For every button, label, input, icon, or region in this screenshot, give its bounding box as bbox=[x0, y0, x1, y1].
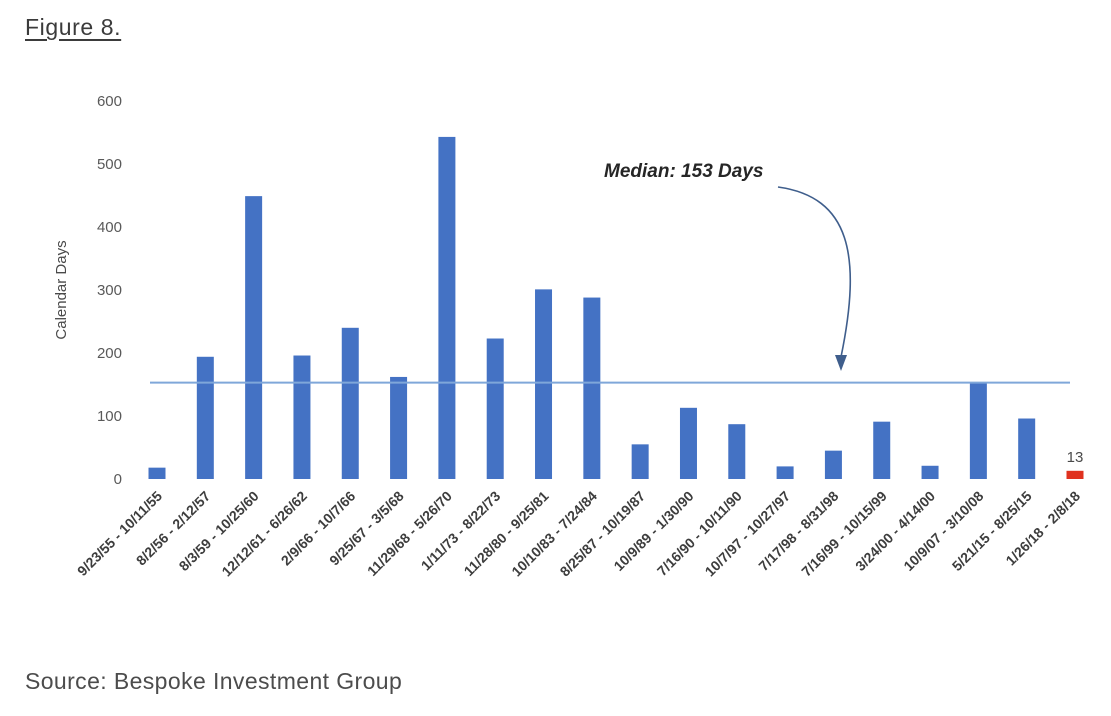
bar-data-label: 13 bbox=[1067, 449, 1084, 466]
y-axis-tick-label: 0 bbox=[114, 471, 122, 488]
x-axis-category-label: 12/12/61 - 6/26/62 bbox=[218, 488, 310, 580]
bar bbox=[535, 289, 553, 479]
x-axis-category-label: 10/10/83 - 7/24/84 bbox=[508, 488, 600, 580]
source-caption: Source: Bespoke Investment Group bbox=[25, 668, 403, 694]
bar-chart-canvas: 0 100 200 300 400 500 600 Calendar Days 9/23/55 … bbox=[53, 93, 1084, 580]
y-axis-tick-label: 400 bbox=[97, 219, 122, 236]
bar bbox=[921, 465, 939, 479]
y-axis-tick-label: 600 bbox=[97, 93, 122, 110]
bar bbox=[1018, 418, 1036, 479]
bar bbox=[728, 424, 746, 479]
bar bbox=[196, 356, 214, 479]
y-axis-title: Calendar Days bbox=[53, 240, 70, 339]
median-annotation-label: Median: 153 Days bbox=[604, 161, 763, 182]
bar bbox=[245, 196, 263, 479]
bar bbox=[824, 450, 842, 479]
median-annotation-arrowhead bbox=[835, 355, 847, 371]
x-axis-category-label: 9/23/55 - 10/11/55 bbox=[74, 488, 165, 579]
bar bbox=[631, 444, 649, 479]
x-axis-category-label: 8/25/87 - 10/19/87 bbox=[557, 488, 649, 580]
bar bbox=[873, 421, 891, 479]
bar-chart: 0 100 200 300 400 500 600 Calendar Days 9/23/55 … bbox=[0, 55, 1111, 655]
bar bbox=[1066, 470, 1084, 479]
x-axis-category-label: 11/29/68 - 5/26/70 bbox=[364, 488, 455, 579]
y-axis-tick-label: 200 bbox=[97, 345, 122, 362]
bar bbox=[148, 467, 166, 479]
y-axis-tick-label: 500 bbox=[97, 156, 122, 173]
x-axis-category-label: 7/16/90 - 10/11/90 bbox=[654, 488, 745, 579]
x-axis-category-label: 10/7/97 - 10/27/97 bbox=[702, 488, 794, 580]
y-axis-tick-label: 300 bbox=[97, 282, 122, 299]
bar bbox=[390, 376, 408, 479]
bar bbox=[293, 355, 311, 479]
bar bbox=[438, 136, 456, 479]
x-axis-category-label: 7/16/99 - 10/15/99 bbox=[798, 488, 890, 580]
bar bbox=[341, 327, 359, 479]
y-axis-tick-label: 100 bbox=[97, 408, 122, 425]
figure-title: Figure 8. bbox=[25, 14, 122, 40]
bar bbox=[969, 382, 987, 479]
x-axis-category-label: 11/28/80 - 9/25/81 bbox=[461, 488, 552, 579]
bar bbox=[583, 297, 601, 479]
bar bbox=[486, 338, 504, 479]
bar bbox=[776, 466, 794, 479]
bar bbox=[679, 407, 697, 479]
median-annotation-arrow bbox=[777, 186, 851, 358]
